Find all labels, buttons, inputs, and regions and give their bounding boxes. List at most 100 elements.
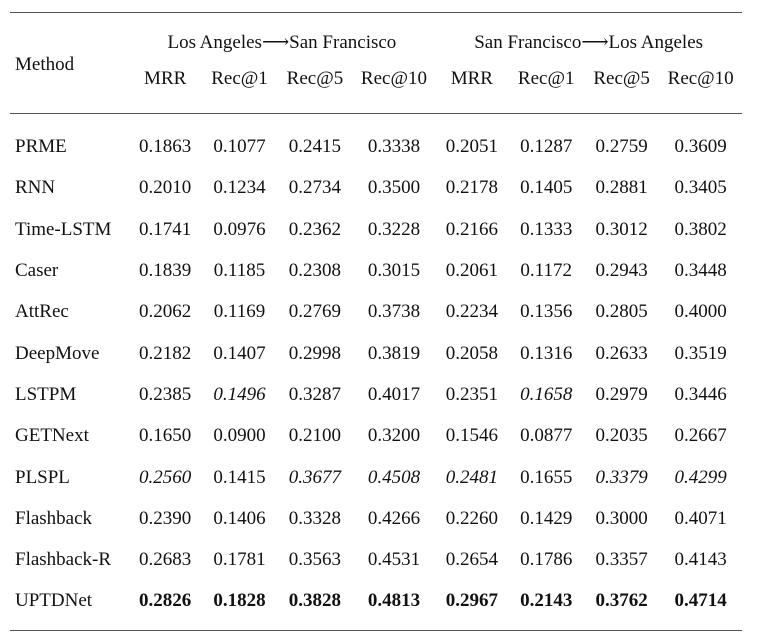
metric-value-cell: 0.1172: [520, 260, 572, 282]
metric-value-cell: 0.1169: [213, 301, 266, 323]
metric-value-cell: 0.4017: [367, 383, 421, 405]
metric-value-cell: 0.1405: [520, 177, 573, 199]
metric-value-cell: 0.1650: [139, 425, 192, 447]
method-name-cell: Time-LSTM: [15, 218, 112, 240]
metric-value-cell: 0.4714: [674, 590, 727, 612]
metric-value-cell: 0.2166: [445, 218, 498, 240]
metric-header: Rec@10: [360, 68, 427, 89]
metric-value-cell: 0.3338: [367, 136, 421, 158]
metric-value-cell: 0.2385: [139, 383, 192, 405]
table-header: Method Los Angeles⟶San Francisco San Fra…: [10, 12, 742, 114]
metric-value-cell: 0.3828: [288, 590, 342, 612]
metric-value-cell: 0.2560: [139, 466, 192, 488]
metric-value-cell: 0.1839: [139, 260, 192, 282]
metric-value-cell: 0.1546: [445, 425, 498, 447]
metric-header: Rec@10: [667, 68, 734, 89]
metric-value-cell: 0.1406: [213, 507, 266, 529]
metric-value-cell: 0.3519: [674, 342, 727, 364]
metric-value-cell: 0.4143: [674, 549, 727, 571]
metric-value-cell: 0.2881: [595, 177, 648, 199]
metric-value-cell: 0.1077: [213, 136, 266, 158]
metric-value-cell: 0.1234: [213, 177, 266, 199]
metric-header: Rec@5: [286, 68, 344, 89]
metric-value-cell: 0.3012: [595, 218, 648, 240]
metric-value-cell: 0.2415: [288, 136, 342, 158]
method-name-cell: Caser: [15, 260, 59, 282]
metric-value-cell: 0.2058: [445, 342, 498, 364]
metric-value-cell: 0.1863: [139, 136, 192, 158]
metric-value-cell: 0.2182: [139, 342, 192, 364]
metric-value-cell: 0.2351: [445, 383, 498, 405]
table-row: Flashback-R 0.2683 0.1781 0.3563 0.4531 0.265…: [10, 539, 742, 580]
metric-value-cell: 0.2390: [139, 507, 192, 529]
metric-value-cell: 0.2010: [139, 177, 192, 199]
table-row: Time-LSTM 0.1741 0.0976 0.2362 0.3228 0.2166 0…: [10, 209, 742, 250]
metric-value-cell: 0.3762: [595, 590, 648, 612]
metric-value-cell: 0.3563: [288, 549, 342, 571]
metric-value-cell: 0.1333: [520, 218, 573, 240]
metric-value-cell: 0.3405: [674, 177, 727, 199]
metric-value-cell: 0.3819: [367, 342, 421, 364]
metric-header: Rec@1: [517, 68, 575, 89]
metric-value-cell: 0.2654: [445, 549, 498, 571]
metric-value-cell: 0.3000: [595, 507, 648, 529]
metric-value-cell: 0.2998: [288, 342, 342, 364]
metric-value-cell: 0.1496: [213, 383, 266, 405]
metric-value-cell: 0.0877: [520, 425, 573, 447]
metric-value-cell: 0.4266: [367, 507, 421, 529]
table-row: DeepMove 0.2182 0.1407 0.2998 0.3819 0.2058 0.…: [10, 332, 742, 373]
metric-value-cell: 0.2805: [595, 301, 648, 323]
metric-value-cell: 0.4531: [367, 549, 421, 571]
results-table: Method Los Angeles⟶San Francisco San Fra…: [10, 12, 742, 631]
metric-value-cell: 0.2481: [445, 466, 498, 488]
metric-value-cell: 0.3500: [367, 177, 421, 199]
method-name-cell: Flashback: [15, 507, 93, 529]
metric-value-cell: 0.2061: [445, 260, 498, 282]
metric-value-cell: 0.4071: [674, 507, 727, 529]
table-row: RNN 0.2010 0.1234 0.2734 0.3500 0.2178 0.1405 0…: [10, 167, 742, 208]
group-header-sf-la: San Francisco⟶Los Angeles: [474, 31, 704, 53]
metric-value-cell: 0.3677: [288, 466, 342, 488]
metric-value-cell: 0.1429: [520, 507, 573, 529]
metric-value-cell: 0.2633: [595, 342, 648, 364]
metric-value-cell: 0.4299: [674, 466, 727, 488]
metric-value-cell: 0.1415: [213, 466, 266, 488]
metric-value-cell: 0.0900: [213, 425, 266, 447]
metric-header: Rec@1: [211, 68, 268, 89]
table-row: Caser 0.1839 0.1185 0.2308 0.3015 0.2061 0.117…: [10, 250, 742, 291]
metric-value-cell: 0.3200: [367, 425, 421, 447]
table-body: PRME 0.1863 0.1077 0.2415 0.3338 0.2051 0.1287…: [10, 114, 742, 631]
metric-value-cell: 0.2967: [445, 590, 498, 612]
method-name-cell: PLSPL: [15, 466, 70, 488]
metric-header: MRR: [144, 68, 187, 89]
metric-value-cell: 0.2826: [139, 590, 192, 612]
metric-value-cell: 0.2769: [288, 301, 342, 323]
metric-header: MRR: [450, 68, 493, 89]
metric-value-cell: 0.2683: [139, 549, 192, 571]
metric-value-cell: 0.3287: [288, 383, 342, 405]
metric-value-cell: 0.1407: [213, 342, 266, 364]
metric-value-cell: 0.2943: [595, 260, 648, 282]
metric-value-cell: 0.3446: [674, 383, 727, 405]
metric-value-cell: 0.2143: [520, 590, 573, 612]
method-name-cell: AttRec: [15, 301, 69, 323]
group-header-la-sf: Los Angeles⟶San Francisco: [167, 31, 397, 53]
metric-value-cell: 0.2100: [288, 425, 342, 447]
metric-value-cell: 0.2734: [288, 177, 342, 199]
table-row: PRME 0.1863 0.1077 0.2415 0.3338 0.2051 0.1287…: [10, 114, 742, 168]
metric-value-cell: 0.4813: [367, 590, 421, 612]
metric-value-cell: 0.3357: [595, 549, 648, 571]
metric-value-cell: 0.3609: [674, 136, 727, 158]
method-column-header: Method: [15, 53, 75, 75]
metric-value-cell: 0.1287: [520, 136, 573, 158]
header-group-row: Method Los Angeles⟶San Francisco San Fra…: [10, 12, 742, 74]
metric-value-cell: 0.1741: [139, 218, 192, 240]
method-name-cell: RNN: [15, 177, 56, 199]
table-row: AttRec 0.2062 0.1169 0.2769 0.3738 0.2234 0.13…: [10, 291, 742, 332]
metric-value-cell: 0.4000: [674, 301, 727, 323]
metric-value-cell: 0.1786: [520, 549, 573, 571]
metric-value-cell: 0.2178: [445, 177, 498, 199]
table-row: LSTPM 0.2385 0.1496 0.3287 0.4017 0.2351 0.165…: [10, 374, 742, 415]
method-name-cell: LSTPM: [15, 383, 77, 405]
